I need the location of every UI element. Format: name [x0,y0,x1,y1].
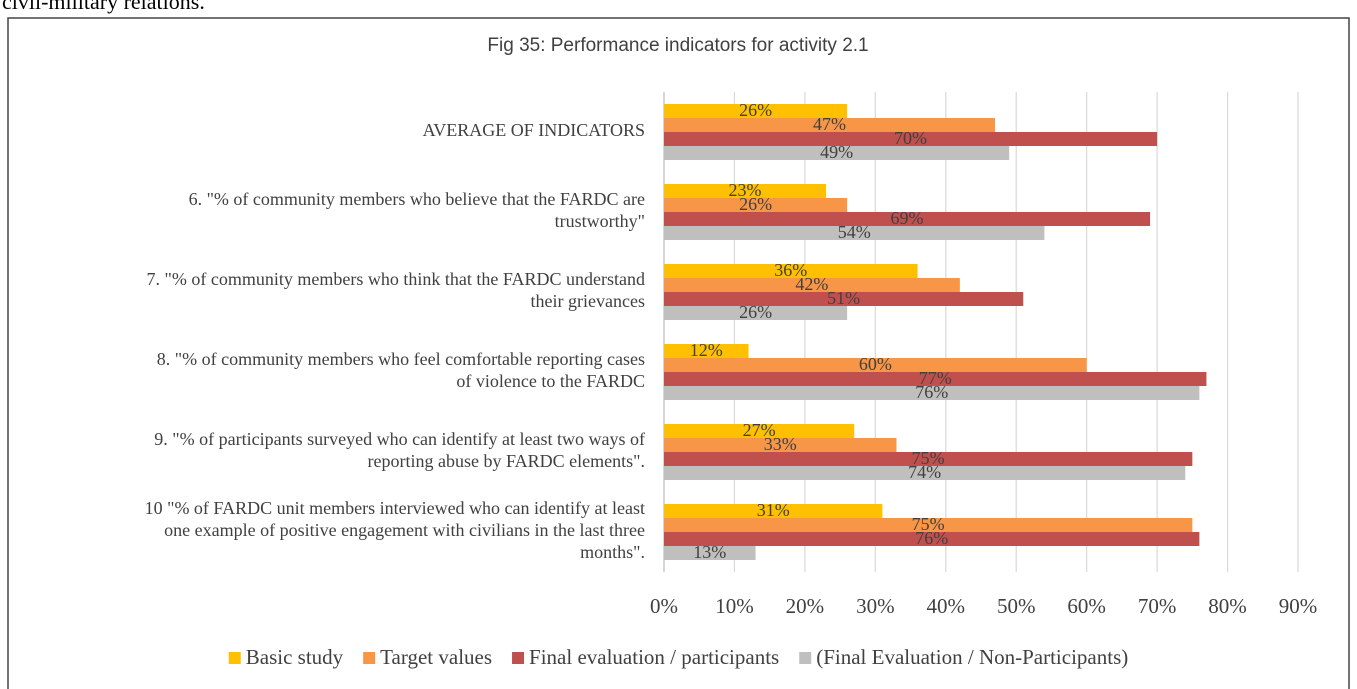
bar [664,386,1200,400]
bar [664,146,1010,160]
bar [664,358,1087,372]
data-label: 54% [838,222,871,242]
y-tick-label-line: reporting abuse by FARDC elements". [368,451,645,471]
page-text: civil-military relations. [2,0,205,14]
legend-label: Target values [380,645,492,669]
bar [664,504,883,518]
legend-item: Target values [363,645,492,669]
x-tick-label: 10% [715,594,754,618]
data-label: 13% [693,542,726,562]
bar [664,546,756,560]
x-tick-label: 0% [650,594,678,618]
data-label: 33% [764,434,797,454]
y-tick-label: AVERAGE OF INDICATORS [423,120,645,140]
y-tick-label-line: 9. "% of participants surveyed who can i… [154,429,645,449]
x-tick-label: 70% [1138,594,1177,618]
bar [664,184,827,198]
chart-title: Fig 35: Performance indicators for activ… [487,35,868,56]
bar [664,132,1158,146]
data-label: 49% [820,142,853,162]
bar [664,212,1151,226]
x-tick-label: 30% [856,594,895,618]
y-tick-label-line: trustworthy" [555,211,645,231]
data-label: 76% [915,382,948,402]
bar [664,226,1045,240]
x-tick-label: 40% [927,594,966,618]
data-label: 51% [827,288,860,308]
data-label: 26% [739,100,772,120]
bar [664,452,1193,466]
legend-swatch [799,652,812,664]
data-label: 77% [919,368,952,388]
x-tick-label: 50% [997,594,1036,618]
y-tick-label-line: one example of positive engagement with … [164,520,645,540]
y-tick-label: 6. "% of community members who believe t… [189,189,645,231]
y-tick-label: 7. "% of community members who think tha… [147,269,645,311]
data-label: 26% [739,302,772,322]
data-label: 74% [908,462,941,482]
legend-label: Final evaluation / participants [529,645,779,669]
legend-item: (Final Evaluation / Non-Participants) [799,645,1128,669]
data-label: 75% [912,448,945,468]
legend-swatch [363,652,376,664]
y-tick-label-line: 10 "% of FARDC unit members interviewed … [145,498,645,518]
data-label: 36% [774,260,807,280]
data-label: 75% [912,514,945,534]
bar [664,466,1186,480]
y-tick-label-line: 7. "% of community members who think tha… [147,269,645,289]
y-tick-label: 10 "% of FARDC unit members interviewed … [145,498,645,562]
data-label: 12% [690,340,723,360]
bar [664,198,848,212]
y-tick-label-line: their grievances [531,291,645,311]
legend-item: Basic study [228,645,344,669]
bar [664,532,1200,546]
bar [664,344,749,358]
y-tick-label: 9. "% of participants surveyed who can i… [154,429,645,471]
data-label: 69% [891,208,924,228]
data-label: 26% [739,194,772,214]
y-tick-label: 8. "% of community members who feel comf… [157,349,645,391]
bar [664,118,996,132]
data-label: 70% [894,128,927,148]
legend-swatch [512,652,525,664]
bar [664,264,918,278]
data-label: 60% [859,354,892,374]
bar [664,292,1024,306]
data-label: 76% [915,528,948,548]
data-label: 23% [729,180,762,200]
legend-item: Final evaluation / participants [512,645,779,669]
bar [664,438,897,452]
bar [664,278,960,292]
bar [664,518,1193,532]
y-tick-label-line: months". [580,542,645,562]
x-tick-label: 90% [1279,594,1318,618]
data-label: 27% [743,420,776,440]
x-tick-label: 20% [786,594,825,618]
y-tick-label-line: AVERAGE OF INDICATORS [423,120,645,140]
legend-label: Basic study [246,645,344,669]
x-tick-label: 60% [1067,594,1106,618]
y-tick-label-line: 6. "% of community members who believe t… [189,189,645,209]
bar [664,372,1207,386]
legend-swatch [228,652,241,664]
data-label: 42% [795,274,828,294]
data-label: 47% [813,114,846,134]
bar [664,104,848,118]
x-tick-label: 80% [1208,594,1247,618]
legend-label: (Final Evaluation / Non-Participants) [816,645,1128,669]
bar [664,306,848,320]
y-tick-label-line: 8. "% of community members who feel comf… [157,349,645,369]
bar [664,424,855,438]
data-label: 31% [757,500,790,520]
y-tick-label-line: of violence to the FARDC [456,371,645,391]
